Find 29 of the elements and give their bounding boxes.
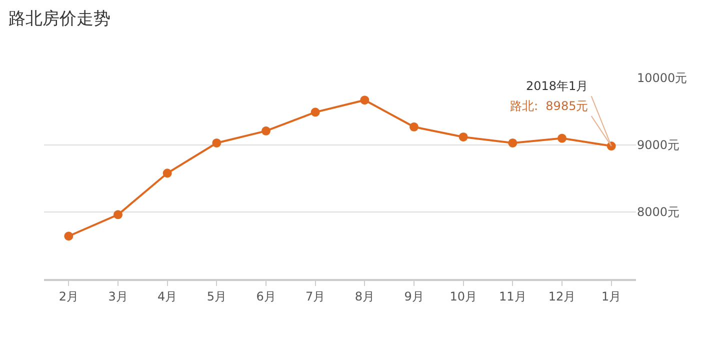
x-tick-label: 8月 <box>354 289 374 304</box>
point <box>162 168 172 178</box>
x-tick-label: 7月 <box>306 289 326 304</box>
x-tick-label: 10月 <box>450 289 477 304</box>
x-tick-label: 5月 <box>206 289 226 304</box>
y-tick-label: 9000元 <box>637 138 680 152</box>
x-tick-label: 3月 <box>108 289 128 304</box>
annotation: 路北: 8985元 <box>510 99 588 113</box>
y-tick-label: 10000元 <box>637 71 688 86</box>
x-tick-label: 2月 <box>58 289 78 304</box>
point <box>212 138 222 148</box>
point <box>64 232 74 241</box>
point <box>262 126 270 136</box>
x-tick-label: 4月 <box>158 289 178 304</box>
annotation: 2018年1月 <box>526 79 588 93</box>
y-tick-label: 8000元 <box>637 205 680 220</box>
point <box>310 108 320 117</box>
point <box>114 210 122 220</box>
point <box>508 138 518 148</box>
x-tick-label: 6月 <box>256 289 276 304</box>
x-tick-label: 1月 <box>602 289 622 304</box>
point <box>410 122 418 132</box>
point <box>458 132 468 142</box>
x-tick-label: 9月 <box>404 289 424 304</box>
x-tick-label: 12月 <box>548 289 576 304</box>
chart-title: 路北房价走势 <box>8 8 111 29</box>
x-tick-label: 11月 <box>499 289 526 304</box>
point <box>558 134 566 143</box>
point <box>360 96 370 105</box>
